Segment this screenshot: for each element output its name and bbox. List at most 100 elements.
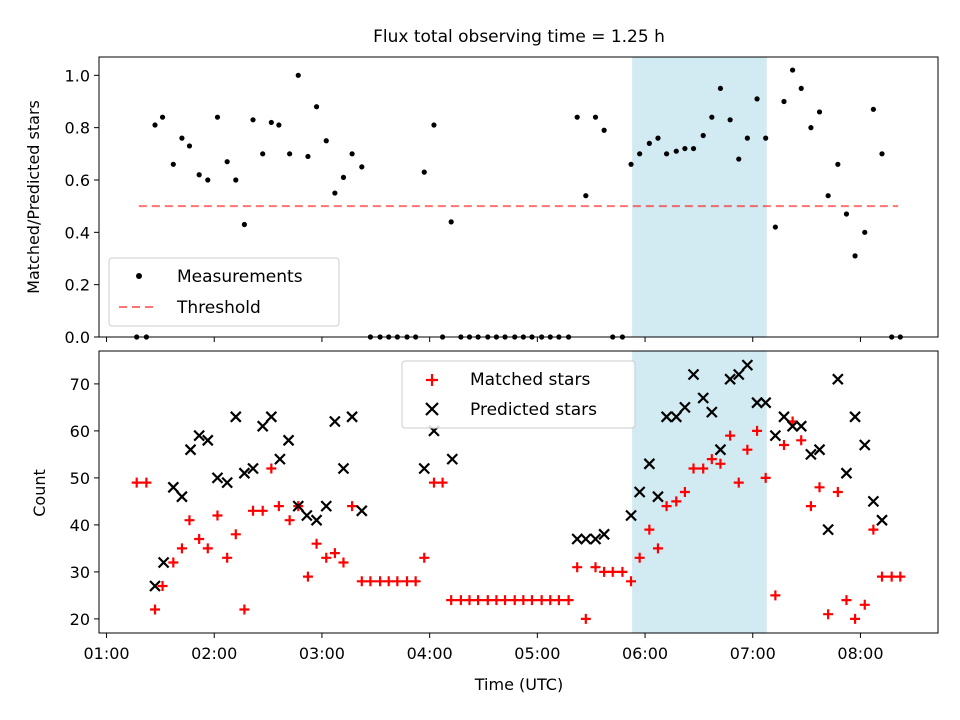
measurement-point [754, 96, 760, 102]
predicted-star-point [446, 453, 459, 465]
predicted-star-point [337, 462, 350, 475]
measurement-point [268, 119, 274, 126]
matched-star-point [302, 571, 313, 582]
predicted-star-point [571, 533, 583, 545]
predicted-star-point [769, 429, 782, 442]
predicted-star-point [867, 495, 880, 508]
matched-star-point [131, 477, 142, 488]
measurement-point [663, 151, 670, 157]
measurement-point [313, 104, 320, 110]
matched-star-point [796, 435, 807, 446]
predicted-star-point [876, 514, 888, 526]
legend-threshold-label: Threshold [176, 298, 261, 318]
measurement-point [287, 151, 293, 157]
top-observing-span [632, 57, 767, 337]
bottom-x-tick-label: 01:00 [83, 644, 129, 663]
matched-star-point [725, 430, 736, 441]
predicted-star-point [589, 533, 602, 545]
bottom-y-axis-label: Count [30, 469, 49, 517]
measurement-point [196, 172, 202, 178]
measurement-point [673, 148, 679, 154]
matched-star-point [365, 576, 376, 587]
matched-star-point [410, 576, 421, 587]
matched-star-point [679, 487, 690, 497]
matched-star-point [617, 566, 628, 577]
predicted-star-point [176, 490, 188, 503]
predicted-star-point [157, 556, 170, 569]
matched-star-point [248, 505, 259, 516]
measurement-point [637, 151, 643, 157]
predicted-star-point [625, 509, 637, 522]
matched-star-point [706, 454, 717, 465]
bottom-x-tick-label: 06:00 [622, 644, 668, 663]
matched-star-point [194, 534, 205, 544]
matched-star-point [536, 595, 547, 606]
legend-predicted-marker [425, 402, 439, 416]
bottom-x-axis-label: Time (UTC) [474, 675, 563, 694]
matched-star-point [184, 515, 195, 526]
measurement-point [233, 177, 239, 183]
predicted-star-point [329, 415, 341, 428]
top-y-tick-label: 0.2 [65, 276, 90, 295]
predicted-star-point [832, 373, 844, 385]
matched-star-point [752, 425, 763, 436]
predicted-star-point [786, 420, 799, 432]
matched-star-point [500, 595, 511, 606]
predicted-star-point [292, 500, 305, 512]
predicted-star-point [346, 411, 358, 423]
measurement-point [852, 253, 858, 259]
top-panel: 0.0 0.2 0.4 0.6 0.8 1.0 Matched/Predicted sta… [24, 56, 939, 347]
measurement-point [736, 156, 742, 162]
matched-star-point [715, 458, 726, 469]
matched-star-point [876, 571, 887, 582]
bottom-y-tick-label: 70 [70, 375, 90, 394]
measurement-point [862, 229, 868, 235]
matched-star-point [563, 595, 574, 606]
measurement-point [646, 140, 652, 146]
measurement-point [700, 132, 706, 139]
matched-star-point [347, 501, 358, 512]
matched-star-point [823, 609, 834, 620]
predicted-star-point [805, 448, 817, 461]
measurement-point [835, 161, 841, 167]
matched-star-point [202, 543, 213, 554]
predicted-star-point [732, 368, 745, 381]
matched-star-point [482, 595, 493, 606]
bottom-plot-frame [98, 350, 939, 634]
predicted-star-point [256, 420, 269, 432]
measurement-point [305, 153, 311, 160]
measurement-point [332, 190, 338, 196]
matched-star-point [661, 501, 672, 512]
matched-star-point [626, 576, 637, 587]
measurement-point [260, 151, 266, 157]
matched-star-point [859, 599, 870, 610]
predicted-star-point [724, 373, 736, 385]
legend-matched-label: Matched stars [470, 370, 590, 390]
top-y-tick-label: 0.0 [65, 328, 90, 347]
matched-star-point [742, 444, 753, 455]
measurement-point [772, 224, 778, 230]
measurement-point [214, 114, 221, 120]
top-y-tick-label: 1.0 [65, 66, 90, 85]
predicted-star-point [202, 434, 214, 447]
predicted-star-point [310, 514, 323, 526]
matched-star-point [266, 463, 277, 474]
matched-star-point [805, 501, 816, 512]
measurement-point [152, 122, 158, 128]
measurement-point [205, 177, 211, 183]
matched-star-point [778, 440, 789, 450]
measurement-point [276, 122, 282, 128]
matched-star-point [428, 477, 439, 488]
top-legend: Measurements Threshold [108, 257, 340, 327]
matched-star-point [311, 538, 322, 549]
matched-star-point [509, 595, 520, 606]
matched-star-point [150, 604, 161, 615]
predicted-star-point [714, 443, 727, 456]
predicted-star-point [247, 462, 259, 475]
bottom-y-tick-label: 40 [70, 516, 90, 535]
predicted-star-point [679, 401, 691, 414]
predicted-star-point [184, 443, 197, 456]
predicted-star-point [221, 476, 233, 489]
matched-star-point [850, 613, 861, 624]
measurement-point [431, 122, 437, 128]
